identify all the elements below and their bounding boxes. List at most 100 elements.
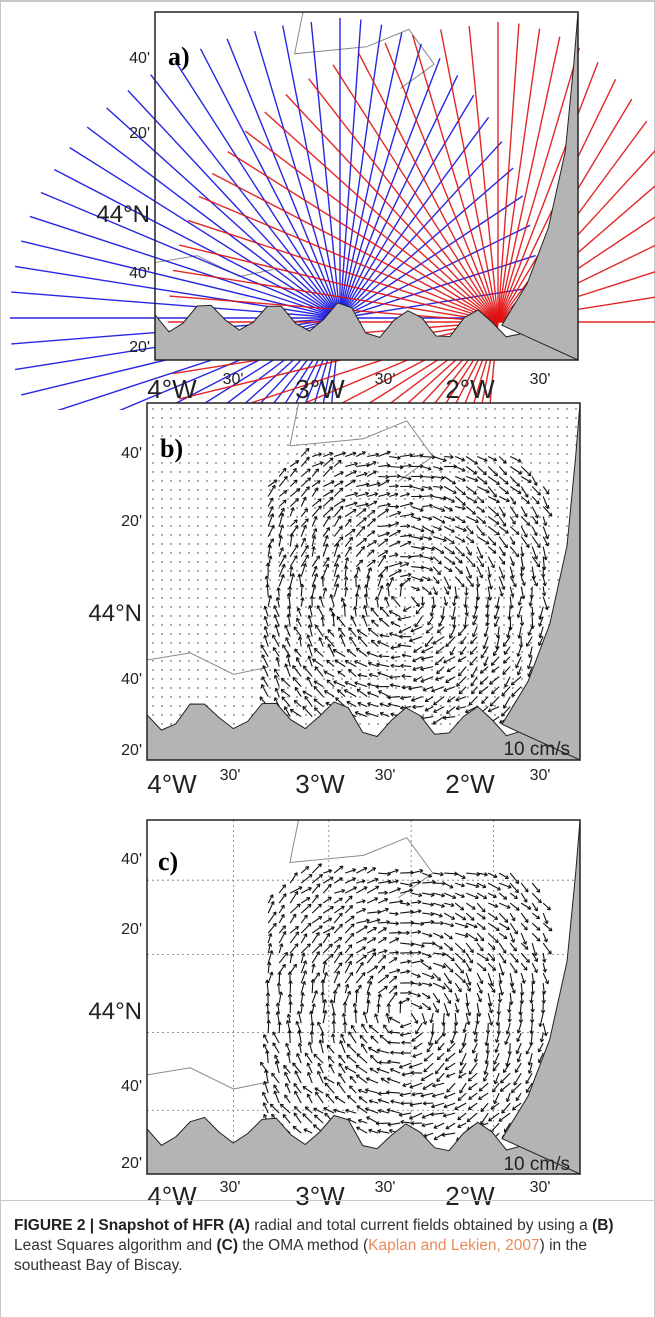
current-vector-head <box>457 1116 462 1121</box>
panel-b: b) 10 cm/s 40' 20' 44°N 40' 20' 4°W 30' … <box>0 400 655 820</box>
grid-dot <box>413 588 415 590</box>
current-vector-head <box>541 990 547 995</box>
grid-dot <box>278 498 280 500</box>
current-vector <box>304 695 313 707</box>
current-vector-head <box>488 1009 493 1014</box>
current-vector-head <box>339 634 344 639</box>
grid-dot <box>458 462 460 464</box>
current-vector <box>300 518 309 527</box>
current-vector <box>542 506 553 517</box>
current-vector <box>293 699 302 708</box>
grid-dot <box>386 579 388 581</box>
current-vector-head <box>536 563 541 568</box>
grid-dot <box>422 426 424 428</box>
current-vector <box>365 1107 379 1114</box>
current-vector <box>504 1122 511 1133</box>
current-vector <box>364 593 368 607</box>
current-vector-head <box>259 696 264 701</box>
current-vector-head <box>335 697 340 702</box>
grid-dot <box>431 705 433 707</box>
current-vector <box>370 1054 379 1064</box>
current-vector-head <box>347 990 352 995</box>
grid-dot <box>548 498 550 500</box>
grid-dot <box>512 588 514 590</box>
current-vector-head <box>488 1021 494 1026</box>
current-vector <box>344 518 352 527</box>
grid-dot <box>404 570 406 572</box>
current-vector <box>278 499 287 507</box>
grid-dot <box>287 426 289 428</box>
grid-dot <box>242 678 244 680</box>
grid-dot <box>359 471 361 473</box>
current-vector-head <box>433 591 438 596</box>
grid-dot <box>413 480 415 482</box>
current-vector <box>359 1035 368 1044</box>
current-vector <box>333 990 336 1004</box>
grid-dot <box>512 534 514 536</box>
grid-dot <box>314 462 316 464</box>
current-vector <box>413 1042 423 1050</box>
current-vector <box>377 1130 390 1134</box>
grid-dot <box>377 570 379 572</box>
current-vector-head <box>436 1078 441 1083</box>
current-vector-head <box>400 663 404 669</box>
grid-dot <box>368 498 370 500</box>
current-vector <box>306 634 313 647</box>
current-vector <box>379 606 390 617</box>
grid-dot <box>296 705 298 707</box>
current-vector <box>377 965 386 974</box>
current-vector-head <box>273 605 278 610</box>
current-vector <box>356 629 368 638</box>
grid-dot <box>161 678 163 680</box>
current-vector-head <box>544 535 549 540</box>
grid-dot <box>251 525 253 527</box>
grid-dot <box>368 723 370 725</box>
current-vector <box>412 706 423 708</box>
grid-dot <box>422 714 424 716</box>
current-vector-head <box>430 911 435 917</box>
grid-dot <box>458 453 460 455</box>
current-vector-head <box>442 1113 447 1118</box>
current-vector <box>300 874 313 884</box>
caption-reference-link[interactable]: Kaplan and Lekien, 2007 <box>368 1237 540 1254</box>
current-vector-head <box>352 1002 358 1007</box>
current-vector <box>476 546 483 559</box>
current-vector <box>531 882 541 893</box>
grid-dot <box>179 480 181 482</box>
current-vector-head <box>439 485 444 490</box>
current-vector <box>278 563 286 577</box>
grid-dot <box>449 696 451 698</box>
current-vector-head <box>525 1050 530 1055</box>
current-vector <box>443 892 457 899</box>
grid-dot <box>539 435 541 437</box>
current-vector-head <box>337 670 342 675</box>
grid-dot <box>494 570 496 572</box>
current-vector-head <box>311 1003 316 1008</box>
current-vector-head <box>473 460 478 465</box>
current-vector <box>366 518 376 527</box>
grid-dot <box>242 606 244 608</box>
current-vector-head <box>388 1128 393 1134</box>
current-vector <box>323 869 332 874</box>
grid-dot <box>170 516 172 518</box>
current-vector <box>355 559 364 567</box>
grid-dot <box>179 606 181 608</box>
current-vector <box>436 1072 445 1082</box>
current-vector <box>355 954 367 964</box>
grid-dot <box>521 426 523 428</box>
current-vector <box>333 1109 346 1114</box>
grid-dot <box>323 435 325 437</box>
current-vector-head <box>506 904 511 909</box>
grid-dot <box>170 678 172 680</box>
current-vector-head <box>516 671 522 676</box>
grid-dot <box>368 444 370 446</box>
current-vector-head <box>515 530 520 535</box>
grid-dot <box>287 507 289 509</box>
current-vector <box>349 1085 357 1094</box>
current-vector-head <box>298 886 303 891</box>
grid-dot <box>215 417 217 419</box>
current-vector-head <box>318 1039 323 1044</box>
current-vector <box>311 943 323 954</box>
grid-dot <box>431 651 433 653</box>
grid-dot <box>350 435 352 437</box>
